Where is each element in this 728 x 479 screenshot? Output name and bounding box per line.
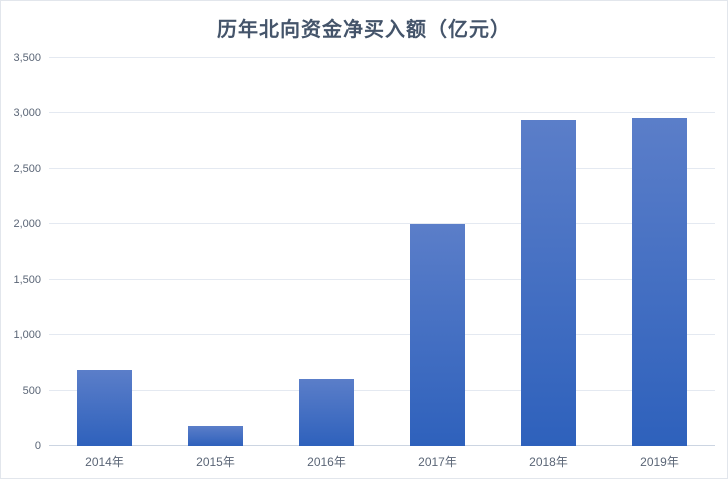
gridline <box>49 112 715 114</box>
bar-2016年 <box>298 378 355 446</box>
bar-2019年 <box>631 118 688 446</box>
y-tick-label: 500 <box>22 384 41 397</box>
x-tick-label: 2019年 <box>640 455 679 469</box>
bar-slot <box>382 58 493 446</box>
gridline <box>49 57 715 58</box>
chart-title: 历年北向资金净买入额（亿元） <box>217 19 511 41</box>
y-tick-label: 2,000 <box>13 218 41 231</box>
x-tick-label: 2016年 <box>307 455 346 469</box>
y-tick-label: 1,500 <box>13 273 41 286</box>
plot-area <box>49 57 715 446</box>
y-tick-label: 3,500 <box>13 52 41 64</box>
x-tick-label: 2018年 <box>529 455 568 469</box>
y-tick-label: 3,000 <box>13 107 41 120</box>
bars <box>49 58 715 446</box>
y-tick-label: 2,500 <box>13 162 41 175</box>
y-tick-label: 0 <box>34 440 41 452</box>
x-tick-label: 2015年 <box>196 455 235 469</box>
bar-slot <box>271 58 382 446</box>
gridline <box>49 334 715 336</box>
y-axis: 0 500 1,000 1,500 2,000 2,500 3,000 3,500 <box>1 52 41 452</box>
bar-slot <box>493 58 604 446</box>
bar-2018年 <box>520 119 577 446</box>
x-tick-label: 2014年 <box>85 455 124 469</box>
x-axis: 2014年 2015年 2016年 2017年 2018年 2019年 <box>49 453 715 470</box>
bar-slot <box>49 58 160 446</box>
gridline <box>49 167 715 169</box>
bar-2014年 <box>76 370 133 446</box>
y-tick-label: 1,000 <box>13 329 41 342</box>
x-tick-label: 2017年 <box>418 455 457 469</box>
gridline <box>49 389 715 391</box>
bar-slot <box>604 58 715 446</box>
bar-slot <box>160 58 271 446</box>
gridline <box>49 278 715 280</box>
bar-2017年 <box>409 224 466 446</box>
gridline <box>49 223 715 225</box>
x-axis-line <box>49 445 715 446</box>
bar-2015年 <box>187 426 244 446</box>
